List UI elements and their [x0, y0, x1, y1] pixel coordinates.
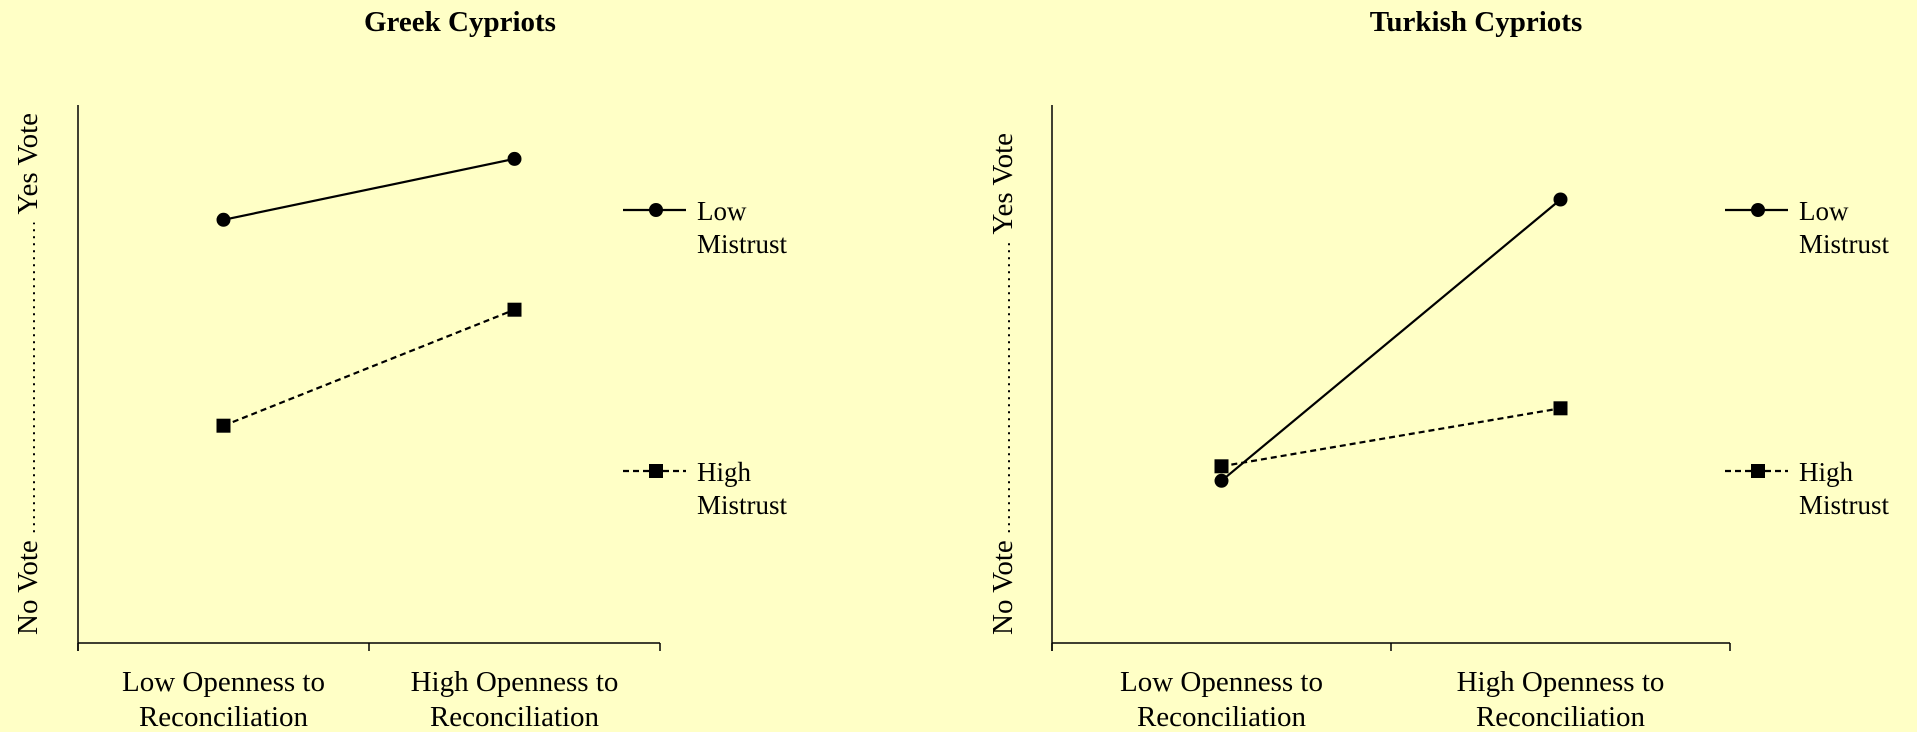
y-axis-label-high: Yes Vote — [12, 113, 44, 215]
data-point-square — [216, 418, 231, 433]
data-point-square — [507, 302, 522, 317]
x-tick-label: Reconciliation — [1137, 701, 1307, 732]
series-line-2 — [223, 308, 515, 427]
legend-label: Mistrust — [1799, 490, 1890, 520]
series-line-2 — [1221, 407, 1561, 468]
data-point-circle — [507, 151, 522, 166]
x-tick-label: Reconciliation — [1476, 701, 1646, 732]
data-point-square — [1553, 401, 1568, 416]
x-tick-label: Low Openness to — [122, 666, 325, 698]
chart-title: Turkish Cypriots — [1370, 6, 1582, 38]
y-axis-label-low: No Vote — [987, 540, 1019, 635]
y-axis-label-low: No Vote — [12, 540, 44, 635]
legend-label: High — [697, 457, 752, 487]
legend-marker-circle — [649, 203, 663, 217]
chart-title: Greek Cypriots — [364, 6, 556, 38]
series-line-1 — [1220, 198, 1562, 482]
x-tick-label: High Openness to — [411, 666, 619, 698]
legend-label: Mistrust — [1799, 229, 1890, 259]
data-point-circle — [1553, 192, 1568, 207]
legend-label: Mistrust — [697, 229, 788, 259]
x-tick-label: Reconciliation — [139, 701, 309, 732]
series-line-1 — [223, 157, 515, 221]
legend-label: High — [1799, 457, 1854, 487]
legend-marker-square — [649, 464, 663, 478]
x-tick-label: Low Openness to — [1120, 666, 1323, 698]
y-axis-label-high: Yes Vote — [987, 133, 1019, 235]
legend-label: Low — [697, 196, 747, 226]
x-tick-label: High Openness to — [1457, 666, 1665, 698]
data-point-square — [1214, 459, 1229, 474]
data-point-circle — [216, 212, 231, 227]
x-tick-label: Reconciliation — [430, 701, 600, 732]
legend-marker-circle — [1751, 203, 1765, 217]
data-point-circle — [1214, 473, 1229, 488]
legend-marker-square — [1751, 464, 1765, 478]
legend-label: Mistrust — [697, 490, 788, 520]
legend-label: Low — [1799, 196, 1849, 226]
